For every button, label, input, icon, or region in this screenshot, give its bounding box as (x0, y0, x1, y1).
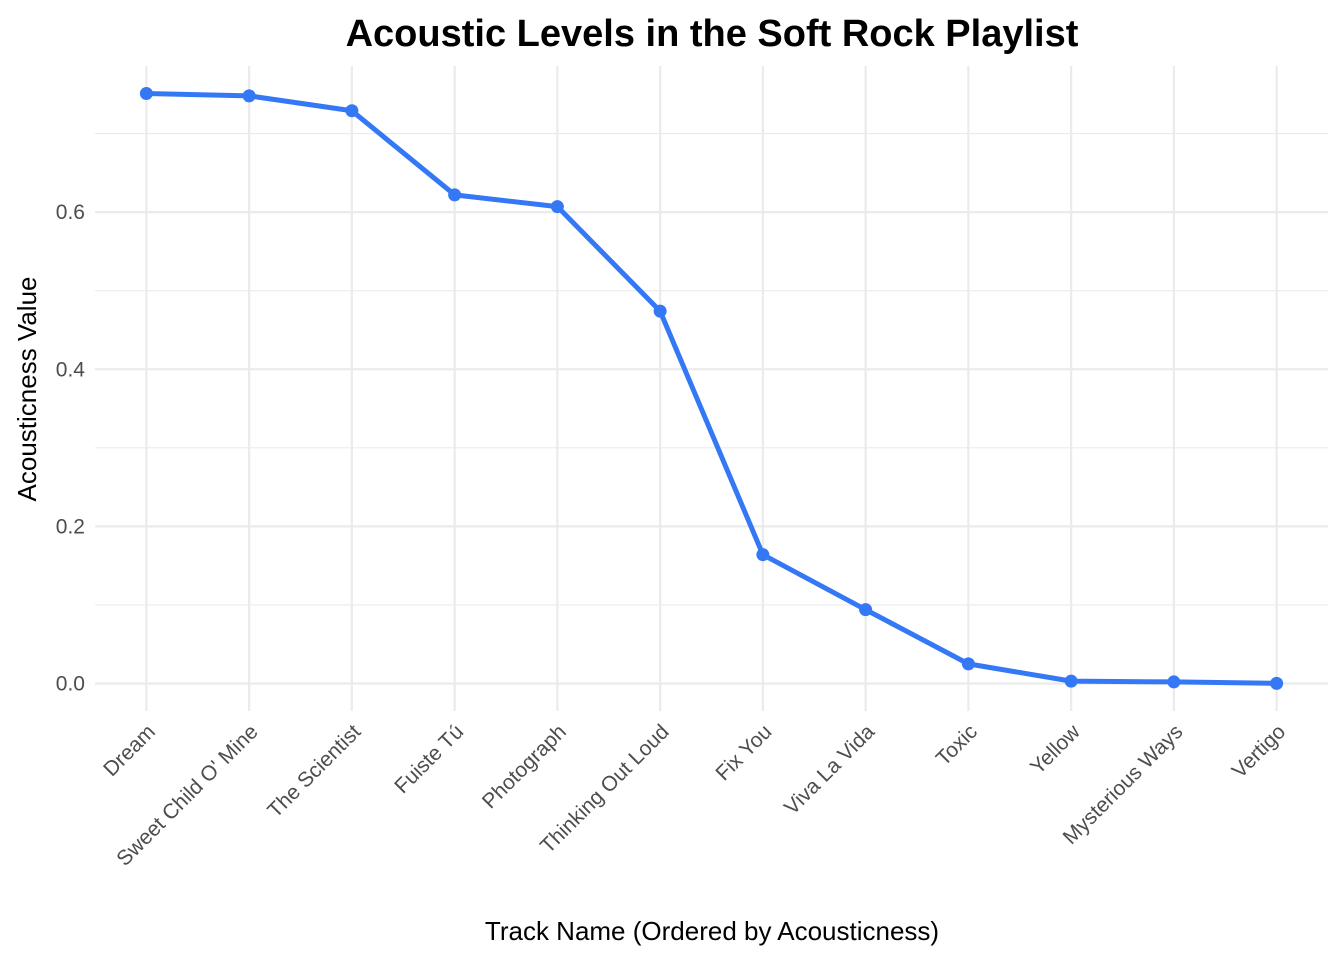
data-point (653, 304, 667, 318)
y-tick-label: 0.0 (56, 673, 85, 696)
x-tick-label: Yellow (1026, 720, 1085, 779)
grid (95, 66, 1328, 711)
data-point (1064, 674, 1078, 688)
chart-title: Acoustic Levels in the Soft Rock Playlis… (346, 13, 1079, 55)
x-tick-label: Viva La Vida (780, 720, 879, 819)
x-tick-label: The Scientist (263, 720, 365, 822)
x-tick-label: Vertigo (1228, 720, 1291, 783)
y-axis-title: Acousticness Value (12, 277, 42, 502)
y-axis-ticks: 0.0 0.2 0.4 0.6 (56, 201, 86, 695)
data-point (1167, 675, 1181, 689)
data-point (242, 89, 256, 103)
data-point (550, 200, 564, 214)
y-tick-label: 0.2 (56, 515, 85, 538)
x-axis-title: Track Name (Ordered by Acousticness) (485, 916, 939, 946)
data-point (1270, 676, 1284, 690)
data-point (859, 603, 873, 617)
data-point (345, 104, 359, 118)
data-point (961, 657, 975, 671)
x-tick-label: Dream (99, 720, 160, 781)
y-tick-label: 0.6 (56, 201, 85, 224)
x-tick-label: Fuiste Tú (390, 720, 468, 798)
x-tick-label: Photograph (478, 720, 571, 813)
data-point (139, 86, 153, 100)
series-line (143, 90, 1280, 686)
y-tick-label: 0.4 (56, 358, 86, 381)
x-tick-label: Fix You (711, 720, 776, 785)
x-tick-label: Toxic (932, 720, 982, 770)
data-point (448, 188, 462, 202)
data-point (756, 548, 770, 562)
series-acousticness (139, 86, 1284, 690)
